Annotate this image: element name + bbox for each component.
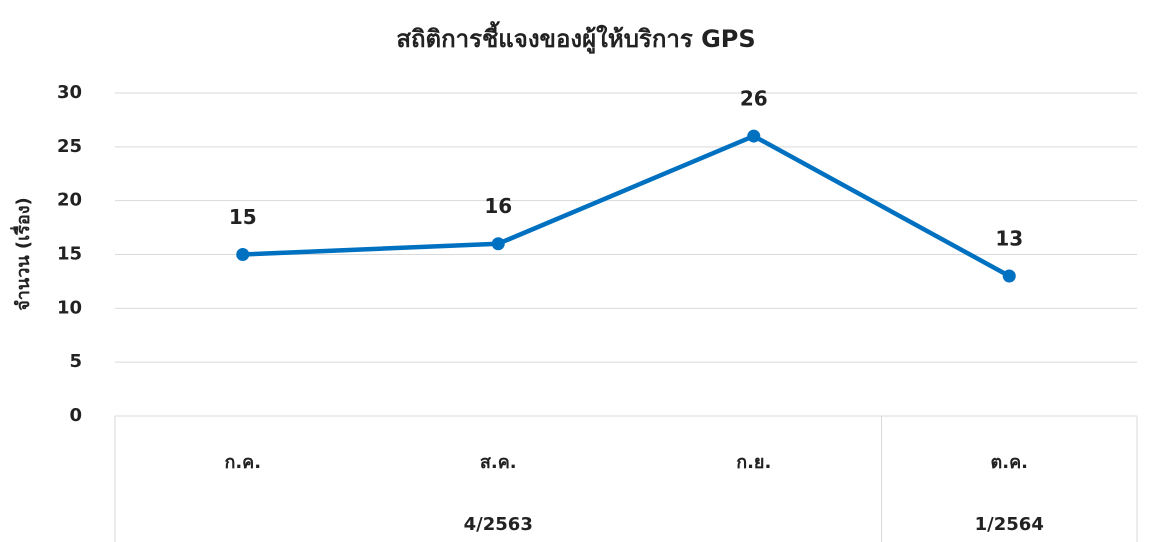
y-tick-label: 30 bbox=[57, 82, 82, 103]
data-point bbox=[1002, 269, 1016, 283]
chart-title: สถิติการชี้แจงของผู้ให้บริการ GPS bbox=[396, 20, 755, 54]
data-point bbox=[236, 248, 250, 261]
y-tick-label: 5 bbox=[69, 351, 82, 372]
y-tick-label: 0 bbox=[69, 405, 82, 426]
data-label: 13 bbox=[995, 227, 1023, 251]
y-tick-label: 15 bbox=[57, 244, 82, 265]
y-tick-label: 25 bbox=[57, 136, 82, 157]
group-label: 1/2564 bbox=[975, 514, 1044, 535]
data-label: 26 bbox=[740, 87, 768, 111]
y-axis-label: จำนวน (เรื่อง) bbox=[10, 197, 34, 311]
series-line bbox=[242, 133, 1011, 279]
x-tick-label: ก.ค. bbox=[224, 452, 261, 473]
data-point bbox=[491, 237, 505, 251]
data-label: 15 bbox=[229, 205, 257, 229]
x-tick-label: ส.ค. bbox=[480, 452, 517, 473]
data-label: 16 bbox=[484, 194, 512, 218]
x-tick-label: ต.ค. bbox=[991, 452, 1028, 473]
x-tick-label: ก.ย. bbox=[736, 452, 771, 473]
group-label: 4/2563 bbox=[464, 514, 533, 535]
y-tick-label: 10 bbox=[57, 297, 82, 318]
y-tick-label: 20 bbox=[57, 190, 82, 211]
data-point bbox=[747, 129, 761, 143]
